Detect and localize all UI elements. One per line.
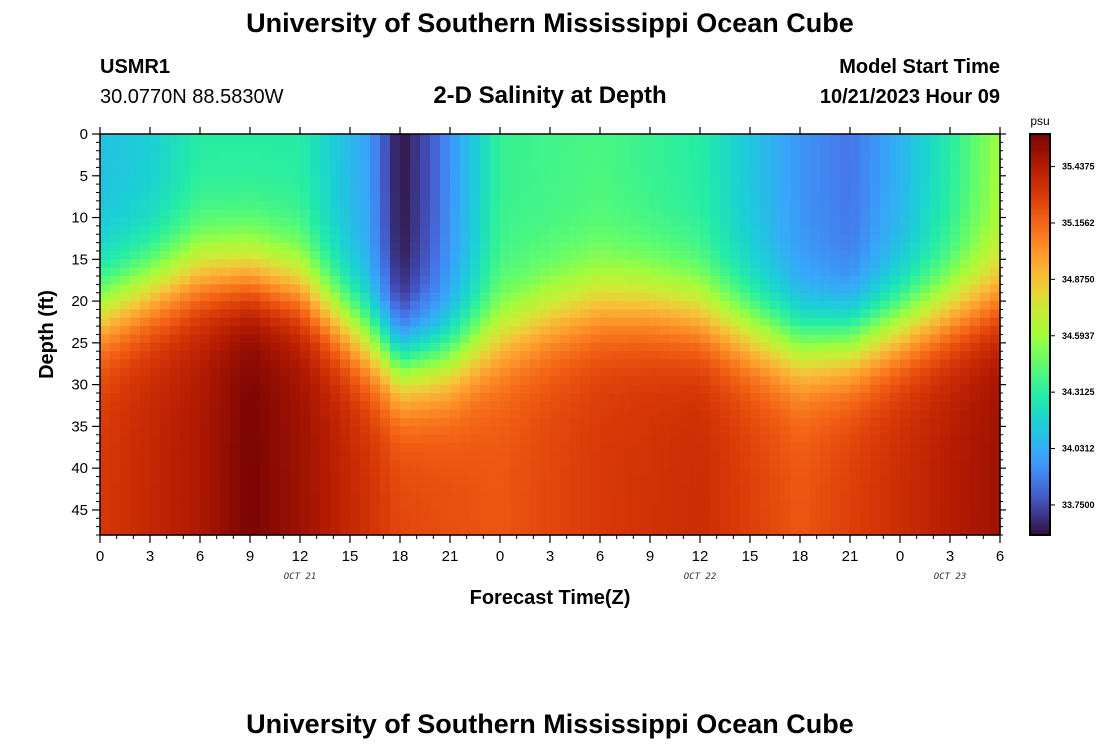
station-id: USMR1 [100, 56, 171, 78]
y-axis-title: Depth (ft) [36, 290, 58, 379]
colorbar-tick-label: 34.8750 [1062, 274, 1095, 284]
x-tick-label: 12 [292, 548, 309, 565]
y-tick-label: 15 [71, 251, 88, 268]
x-tick-label: 9 [646, 548, 654, 565]
date-label: OCT 23 [934, 572, 967, 582]
date-label: OCT 21 [284, 572, 317, 582]
salinity-heatmap [100, 134, 1001, 536]
y-tick-label: 30 [71, 377, 88, 394]
colorbar-tick-label: 34.0312 [1062, 444, 1095, 454]
x-tick-label: 15 [342, 548, 359, 565]
x-tick-label: 21 [842, 548, 859, 565]
y-tick-label: 25 [71, 335, 88, 352]
station-coordinates: 30.0770N 88.5830W [100, 86, 284, 108]
x-tick-label: 3 [146, 548, 154, 565]
y-tick-label: 5 [80, 168, 88, 185]
x-tick-label: 6 [996, 548, 1004, 565]
colorbar-tick-label: 34.5937 [1062, 331, 1095, 341]
footer-title: University of Southern Mississippi Ocean… [246, 709, 854, 739]
y-tick-label: 20 [71, 293, 88, 310]
x-tick-label: 3 [546, 548, 554, 565]
colorbar-tick-label: 34.3125 [1062, 387, 1095, 397]
y-tick-label: 10 [71, 210, 88, 227]
x-tick-label: 0 [496, 548, 504, 565]
x-tick-label: 0 [896, 548, 904, 565]
colorbar-tick-label: 35.1562 [1062, 218, 1095, 228]
colorbar [1029, 133, 1051, 536]
x-tick-label: 21 [442, 548, 459, 565]
x-tick-label: 6 [596, 548, 604, 565]
colorbar-ticks: 35.4375 35.1562 34.8750 34.5937 34.3125 34.03… [1050, 162, 1095, 510]
date-label: OCT 22 [684, 572, 717, 582]
y-tick-label: 40 [71, 460, 88, 477]
chart-subtitle: 2-D Salinity at Depth [433, 82, 667, 109]
model-start-label: Model Start Time [839, 56, 1000, 78]
x-tick-label: 18 [792, 548, 809, 565]
x-tick-label: 3 [946, 548, 954, 565]
y-tick-label: 35 [71, 418, 88, 435]
x-tick-label: 18 [392, 548, 409, 565]
colorbar-tick-label: 33.7500 [1062, 500, 1095, 510]
x-tick-label: 15 [742, 548, 759, 565]
chart-axes: 0 3 6 9 12 15 18 21 0 3 6 9 12 15 18 21 0 3 6 0 5 10 15 20 25 30 3… [71, 126, 1006, 582]
model-start-time: 10/21/2023 Hour 09 [819, 86, 1000, 108]
y-tick-label: 0 [80, 126, 88, 143]
x-axis-title: Forecast Time(Z) [470, 587, 631, 609]
colorbar-unit: psu [1030, 114, 1049, 128]
x-tick-label: 0 [96, 548, 104, 565]
x-tick-label: 6 [196, 548, 204, 565]
y-tick-label: 45 [71, 502, 88, 519]
colorbar-tick-label: 35.4375 [1062, 162, 1095, 172]
x-tick-label: 9 [246, 548, 254, 565]
page-title: University of Southern Mississippi Ocean… [246, 8, 854, 38]
x-tick-label: 12 [692, 548, 709, 565]
